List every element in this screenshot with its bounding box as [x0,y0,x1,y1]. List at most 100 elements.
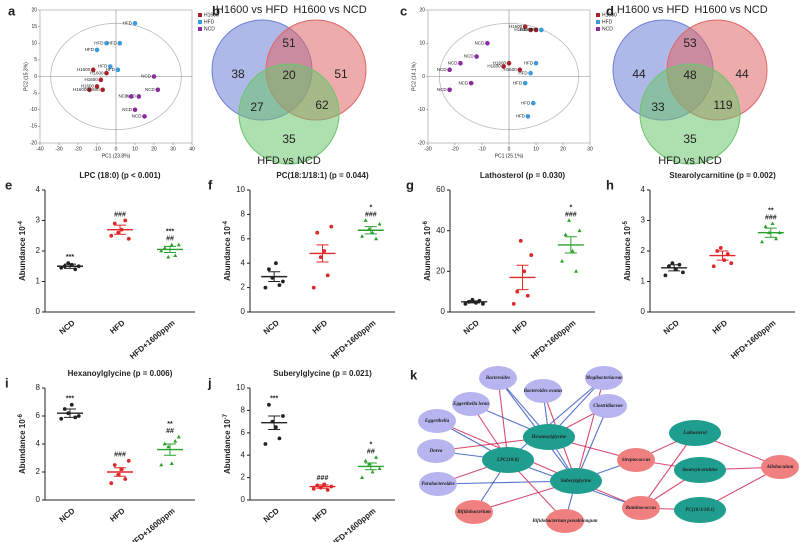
y-tick-label: 2 [36,467,41,476]
y-tick-label: 10 [236,185,245,194]
point [142,114,147,119]
point-label: NCD [437,87,447,92]
network-node [455,500,493,524]
y-axis-label: Abundance 10-5 [623,220,633,281]
error-bar [164,443,176,456]
venn-region-count: 38 [231,67,245,81]
point-label: NCD [132,114,142,119]
data-point [377,466,382,471]
data-point [116,230,121,235]
venn-region-count: 33 [651,100,665,114]
x-tick-label: HFD+1600ppm [729,318,778,361]
network-node-label: Lathosterol [682,431,707,436]
panel-label: k [410,367,418,382]
point-label: HFD [108,40,118,45]
y-tick-label: 20 [419,7,425,13]
legend-label: NCD [204,26,215,32]
point [447,67,452,73]
network-node [550,468,602,494]
point [525,114,531,119]
venn-region-count: 44 [632,67,646,81]
y-tick-label: 6 [241,428,246,437]
panel-label: h [606,177,614,192]
x-tick-label: 0 [508,146,511,152]
network-node [523,424,575,450]
significance-mark: ### [765,214,777,221]
point-label: H1600 [487,64,501,69]
network-node-label: Eggerthella [424,419,450,424]
point [136,94,142,99]
data-point [577,228,582,233]
data-point [166,444,171,449]
y-tick-label: 10 [419,41,425,47]
y-tick-label: 4 [641,185,646,194]
data-point [169,242,174,247]
significance-mark: ## [367,448,375,455]
y-tick-label: 2 [241,473,246,482]
significance-mark: ### [565,211,577,218]
point [90,67,96,73]
point [104,70,109,76]
data-point [377,221,382,226]
x-tick-label: -30 [424,146,431,152]
error-bar [364,226,377,235]
y-axis-label-exponent: -4 [18,220,24,226]
error-bar [764,227,777,238]
y-tick-label: 0 [422,74,425,80]
y-tick-label: 6 [36,411,41,420]
x-tick-label: -20 [74,146,81,152]
point-label: NCD [122,107,132,112]
x-tick-label: HFD [108,318,127,336]
y-tick-label: 40 [436,226,445,235]
data-point [281,279,285,284]
y-tick-label: 0 [641,307,646,316]
error-bar [364,462,377,471]
y-tick-label: 1 [641,277,646,286]
venn-region-count: 62 [315,98,329,112]
y-tick-label: -20 [418,140,425,146]
data-point [374,236,379,241]
network-node [674,497,726,523]
y-axis-label: Abundance 10-4 [18,220,28,281]
network-node-label: Bifidobacterium pseudolongum [531,519,597,524]
panel-label: b [212,3,220,18]
data-point [112,221,117,226]
point-label: H1600 [493,60,507,65]
y-tick-label: 8 [241,406,246,415]
network-node [419,472,457,496]
network-node-label: Eggerthella lenta [452,402,489,407]
y-tick-label: 0 [36,495,41,504]
point-label: H1600 [504,67,518,72]
data-point [123,218,128,223]
point [155,87,161,93]
y-axis-label: Abundance 10-4 [223,220,233,281]
network-edge [507,377,605,461]
data-point [567,218,572,222]
point [108,64,113,69]
point [132,107,138,113]
venn-set-label: HFD vs NCD [257,155,321,167]
point-label: NCD [118,94,128,99]
y-tick-label: 10 [31,41,37,47]
error-bar [64,408,76,418]
y-tick-label: 0 [34,74,37,80]
x-tick-label: NCD [58,506,77,524]
y-tick-label: 10 [236,383,245,392]
error-bar [468,300,481,304]
point [501,64,506,69]
data-point [325,273,330,278]
venn-set-label: HFD vs NCD [658,155,722,167]
point-label: H1600 [90,70,104,75]
network-node-label: Mogibacteriaceae [585,376,623,381]
network-node [482,447,534,473]
network-node-label: Streptococcus [622,458,651,463]
legend-label: H1600 [602,12,617,18]
network-node [761,455,799,479]
data-point [374,455,379,459]
data-point [315,230,320,235]
network-node-label: Allobaculum [766,465,794,470]
data-point [112,463,117,467]
x-tick-label: -10 [478,146,485,152]
data-point [166,254,171,259]
y-tick-label: 6 [241,234,246,243]
